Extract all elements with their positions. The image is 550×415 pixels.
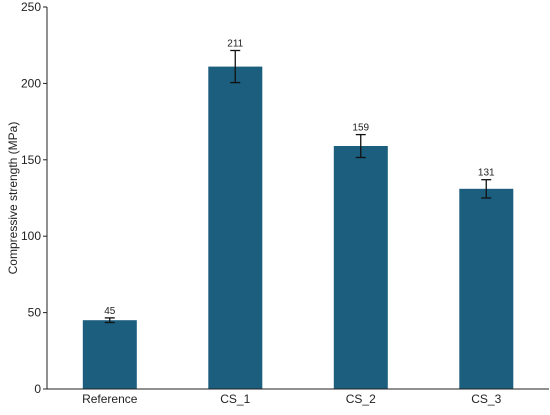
data-label-cs-3: 131 [478, 168, 495, 179]
y-tick-label: 150 [21, 153, 41, 167]
bar-cs-3 [459, 188, 514, 389]
x-tick-label: CS_1 [220, 392, 250, 406]
bars-layer [82, 66, 514, 389]
bar-cs-1 [208, 66, 263, 389]
bar-cs-2 [333, 146, 388, 389]
y-tick-label: 50 [28, 306, 42, 320]
error-bar-cs-2 [355, 133, 366, 159]
x-tick-label: CS_2 [346, 392, 376, 406]
data-label-reference: 45 [104, 306, 116, 317]
x-tick-label: Reference [82, 392, 138, 406]
error-bar-cs-3 [481, 179, 492, 199]
y-tick-label: 250 [21, 0, 41, 14]
error-bar-cs-1 [230, 49, 241, 84]
x-tick-label: CS_3 [471, 392, 501, 406]
y-axis-title: Compressive strength (MPa) [6, 122, 20, 275]
axes-layer: Reference CS_1 CS_2 CS_3 0 50 100 150 200 250 [21, 0, 549, 406]
bar-reference [82, 320, 137, 389]
error-bar-reference [104, 317, 115, 324]
error-bars-layer [104, 49, 492, 324]
data-label-cs-1: 211 [227, 39, 243, 50]
data-label-cs-2: 159 [352, 123, 369, 134]
y-tick-label: 0 [34, 382, 41, 396]
y-tick-label: 100 [21, 229, 41, 243]
data-labels-layer: 45 211 159 131 [104, 39, 495, 317]
y-tick-label: 200 [21, 76, 41, 90]
